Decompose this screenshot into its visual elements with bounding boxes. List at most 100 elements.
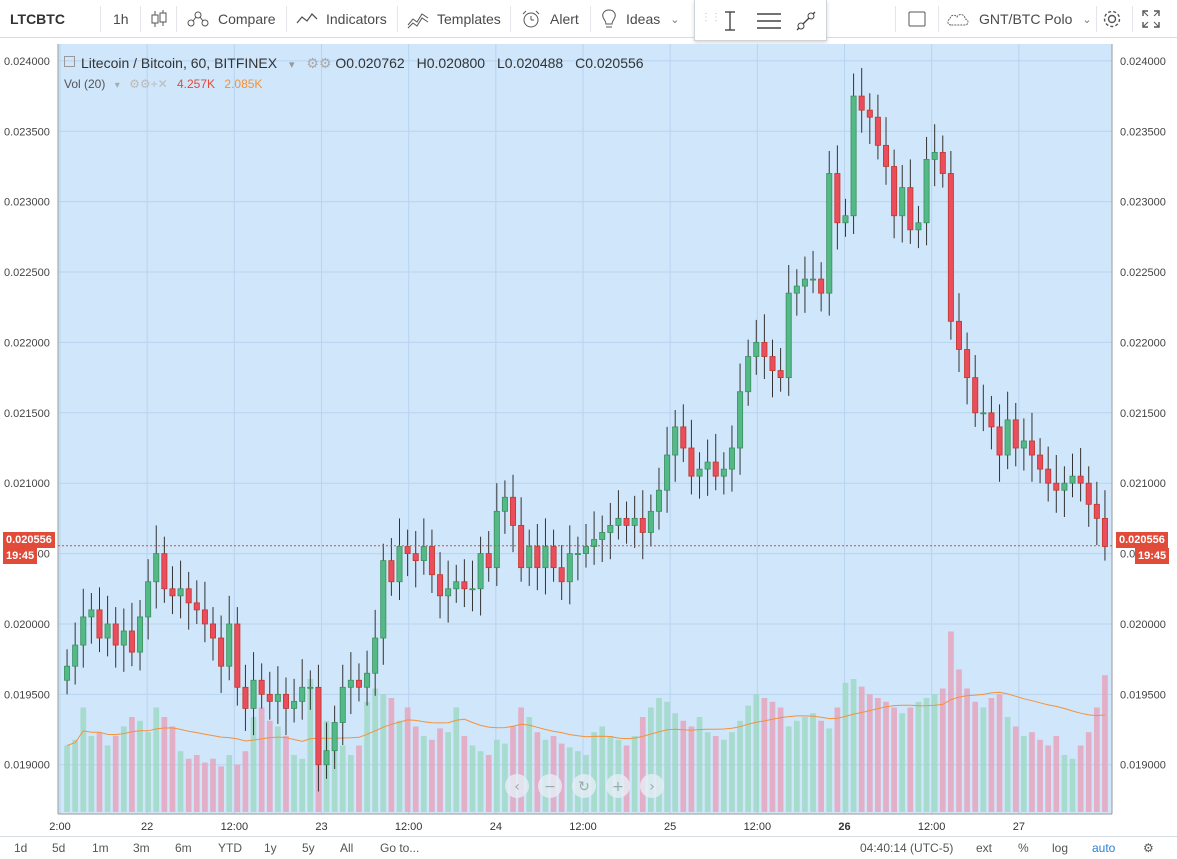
volume-bar — [745, 705, 752, 812]
legend-settings-icon[interactable]: ⚙⚙ — [306, 55, 332, 71]
watchlist-symbol-button[interactable]: GNT/BTC Polo ⌄ — [945, 0, 1092, 38]
candle-body — [915, 222, 922, 231]
volume-bar — [753, 694, 760, 812]
symbol-label: LTCBTC — [10, 11, 65, 27]
y-tick-label-left: 0.024000 — [4, 56, 50, 68]
chart-settings-icon[interactable]: ⚙ — [1143, 841, 1154, 855]
y-tick-label-left: 0.021000 — [4, 478, 50, 490]
volume-bar — [972, 701, 979, 812]
volume-bar — [712, 736, 719, 812]
volume-bar — [931, 694, 938, 812]
range-button-ytd[interactable]: YTD — [218, 841, 242, 855]
bottom-bar: 1d 5d 1m 3m 6m YTD 1y 5y All Go to... 04:40:14 (… — [0, 836, 1177, 859]
chart-area[interactable]: 0.024000 0.024000 0.023500 0.023500 0.023000… — [0, 44, 1177, 836]
scroll-right-button[interactable] — [640, 774, 664, 798]
candle-body — [1093, 503, 1100, 519]
legend-caret-icon[interactable]: ▾ — [114, 80, 120, 91]
candle-body — [615, 517, 622, 526]
candle-body — [728, 447, 735, 470]
volume-bar — [810, 713, 816, 812]
candle-body — [120, 630, 127, 646]
ext-toggle[interactable]: ext — [976, 841, 993, 855]
volume-bar — [291, 755, 297, 812]
volume-bar — [915, 701, 922, 812]
volume-bar — [453, 707, 460, 812]
range-button-6m[interactable]: 6m — [175, 841, 192, 855]
volume-bar — [234, 764, 241, 812]
zoom-in-button[interactable] — [606, 774, 630, 798]
x-tick-label: 26 — [838, 821, 850, 833]
clock-label: 04:40:14 (UTC-5) — [860, 841, 954, 855]
candle-body — [282, 693, 289, 709]
candle-body — [818, 278, 825, 294]
symbol-search[interactable]: LTCBTC — [10, 0, 65, 38]
zoom-out-button[interactable] — [538, 774, 562, 798]
candle-body — [88, 609, 95, 618]
indicators-button[interactable]: Indicators — [296, 0, 387, 38]
scroll-left-button[interactable] — [505, 774, 529, 798]
volume-bar — [793, 720, 800, 812]
candle-body — [591, 539, 598, 547]
volume-bar — [834, 707, 841, 812]
x-tick-label: 12:00 — [569, 821, 597, 833]
candle-body — [169, 588, 176, 597]
interval-button[interactable]: 1h — [113, 0, 129, 38]
volume-bar — [566, 747, 573, 812]
volume-bar — [526, 717, 533, 812]
text-cursor-tool-icon[interactable] — [717, 8, 743, 34]
fullscreen-button[interactable] — [1141, 0, 1161, 38]
candle-body — [688, 447, 695, 477]
volume-bar — [704, 732, 711, 812]
range-button-5d[interactable]: 5d — [52, 841, 66, 855]
alert-button[interactable]: Alert — [520, 0, 579, 38]
volume-bar — [558, 743, 565, 812]
volume-bar — [591, 732, 597, 812]
auto-toggle[interactable]: auto — [1092, 841, 1116, 855]
volume-legend-tools-icon[interactable]: ⚙⚙+✕ — [129, 77, 168, 91]
volume-bar — [364, 701, 370, 812]
volume-bar — [137, 720, 143, 812]
volume-bar — [883, 701, 889, 812]
candle-body — [996, 426, 1003, 456]
range-button-1y[interactable]: 1y — [264, 841, 277, 855]
percent-toggle[interactable]: % — [1018, 841, 1029, 855]
range-button-all[interactable]: All — [340, 841, 354, 855]
price-chart[interactable]: 0.024000 0.024000 0.023500 0.023500 0.023000… — [0, 44, 1177, 836]
ideas-button[interactable]: Ideas ⌄ — [600, 0, 679, 38]
candle-body — [323, 750, 330, 766]
volume-bar — [858, 686, 865, 812]
volume-bar — [388, 698, 395, 812]
reset-button[interactable] — [572, 774, 596, 798]
candle-body — [753, 342, 760, 357]
legend-caret-icon[interactable]: ▾ — [288, 59, 295, 71]
fullscreen-toggle[interactable] — [907, 0, 927, 38]
candle-body — [599, 532, 606, 540]
volume-bar — [656, 698, 662, 812]
candle-body — [574, 553, 581, 555]
candle-body — [1012, 419, 1019, 449]
range-button-5y[interactable]: 5y — [302, 841, 315, 855]
collapse-icon[interactable] — [64, 56, 75, 67]
drag-handle-icon[interactable]: ⋮⋮ — [701, 12, 721, 23]
candle-body — [737, 391, 744, 449]
chart-style-button[interactable] — [150, 0, 168, 38]
log-toggle[interactable]: log — [1052, 841, 1069, 855]
compare-button[interactable]: Compare — [186, 0, 276, 38]
candle-body — [185, 588, 192, 604]
volume-bar — [226, 755, 233, 812]
watch-symbol-label: GNT/BTC Polo — [979, 11, 1073, 27]
candle-body — [145, 581, 152, 618]
range-button-1m[interactable]: 1m — [92, 841, 109, 855]
candle-body — [785, 292, 792, 379]
y-tick-label-right: 0.019500 — [1120, 689, 1166, 701]
candle-body — [477, 553, 484, 590]
horizontal-lines-tool-icon[interactable] — [755, 8, 783, 34]
settings-button[interactable] — [1101, 0, 1123, 38]
templates-button[interactable]: Templates — [407, 0, 501, 38]
goto-button[interactable]: Go to... — [380, 841, 420, 855]
volume-bar — [1093, 707, 1100, 812]
range-button-1d[interactable]: 1d — [14, 841, 28, 855]
range-button-3m[interactable]: 3m — [133, 841, 150, 855]
y-tick-label-left: 0.023000 — [4, 197, 50, 209]
trend-line-tool-icon[interactable] — [793, 8, 821, 34]
